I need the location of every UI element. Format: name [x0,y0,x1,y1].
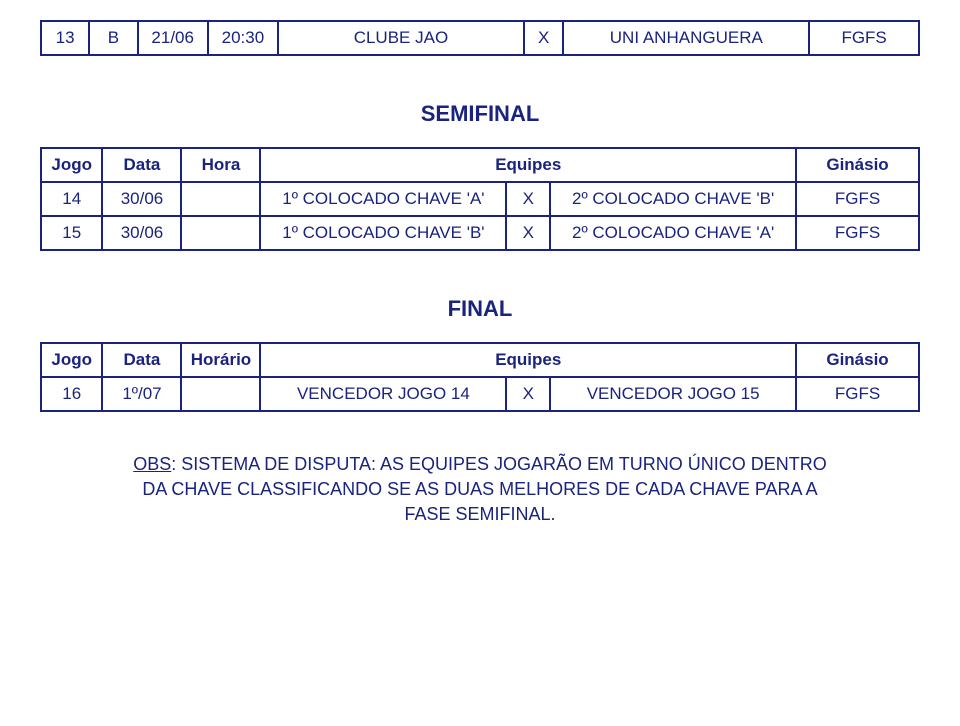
obs-paragraph: OBS: SISTEMA DE DISPUTA: AS EQUIPES JOGA… [120,452,840,528]
cell-team2: 2º COLOCADO CHAVE 'B' [550,182,796,216]
col-hora: Hora [181,148,260,182]
table-header-row: Jogo Data Horário Equipes Ginásio [41,343,919,377]
cell-x: X [506,182,550,216]
cell-data: 1º/07 [102,377,181,411]
col-data: Data [102,343,181,377]
cell-hora: 20:30 [208,21,278,55]
cell-jogo: 14 [41,182,102,216]
cell-team1: 1º COLOCADO CHAVE 'B' [260,216,506,250]
col-hora: Horário [181,343,260,377]
col-ginasio: Ginásio [796,148,919,182]
match-row-table-1: 13 B 21/06 20:30 CLUBE JAO X UNI ANHANGU… [40,20,920,56]
table-row: 15 30/06 1º COLOCADO CHAVE 'B' X 2º COLO… [41,216,919,250]
table-header-row: Jogo Data Hora Equipes Ginásio [41,148,919,182]
cell-chave: B [89,21,137,55]
cell-jogo: 13 [41,21,89,55]
cell-hora [181,182,260,216]
cell-hora [181,377,260,411]
cell-x: X [506,377,550,411]
cell-jogo: 15 [41,216,102,250]
final-table: Jogo Data Horário Equipes Ginásio 16 1º/… [40,342,920,412]
cell-team2: VENCEDOR JOGO 15 [550,377,796,411]
cell-team1: VENCEDOR JOGO 14 [260,377,506,411]
final-heading: FINAL [40,296,920,322]
col-ginasio: Ginásio [796,343,919,377]
cell-team1: 1º COLOCADO CHAVE 'A' [260,182,506,216]
table-row: 14 30/06 1º COLOCADO CHAVE 'A' X 2º COLO… [41,182,919,216]
col-equipes: Equipes [260,343,796,377]
cell-hora [181,216,260,250]
cell-team1: CLUBE JAO [278,21,524,55]
cell-team2: 2º COLOCADO CHAVE 'A' [550,216,796,250]
semifinal-table: Jogo Data Hora Equipes Ginásio 14 30/06 … [40,147,920,251]
col-jogo: Jogo [41,343,102,377]
cell-ginasio: FGFS [809,21,919,55]
cell-ginasio: FGFS [796,377,919,411]
col-jogo: Jogo [41,148,102,182]
table-row: 13 B 21/06 20:30 CLUBE JAO X UNI ANHANGU… [41,21,919,55]
cell-x: X [506,216,550,250]
cell-team2: UNI ANHANGUERA [563,21,809,55]
cell-data: 30/06 [102,216,181,250]
col-equipes: Equipes [260,148,796,182]
obs-text: : SISTEMA DE DISPUTA: AS EQUIPES JOGARÃO… [142,454,826,524]
cell-data: 30/06 [102,182,181,216]
obs-label: OBS [133,454,171,474]
cell-ginasio: FGFS [796,182,919,216]
col-data: Data [102,148,181,182]
cell-data: 21/06 [138,21,208,55]
cell-jogo: 16 [41,377,102,411]
semifinal-heading: SEMIFINAL [40,101,920,127]
table-row: 16 1º/07 VENCEDOR JOGO 14 X VENCEDOR JOG… [41,377,919,411]
cell-ginasio: FGFS [796,216,919,250]
cell-x: X [524,21,564,55]
